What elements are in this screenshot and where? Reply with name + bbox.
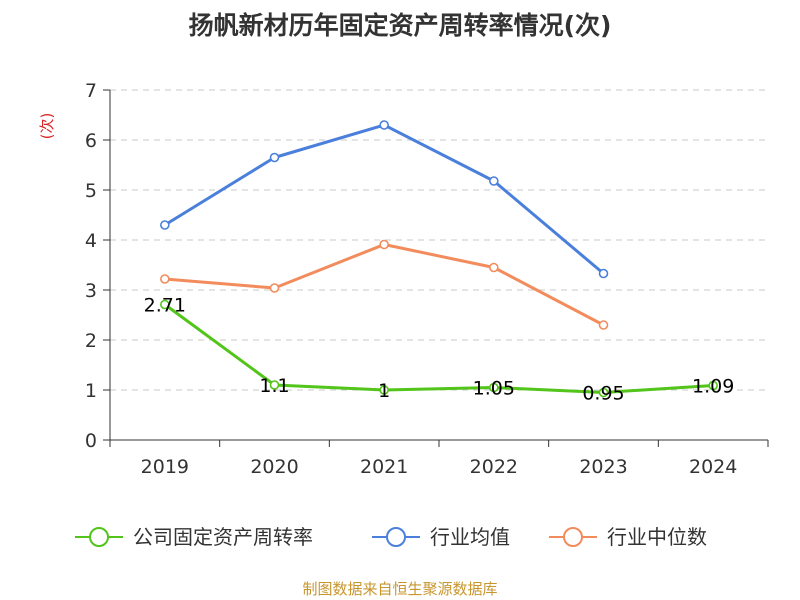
- data-point: [489, 262, 499, 273]
- data-point: [379, 120, 389, 130]
- data-labels: 2.71 1.1 1 1.05 0.95 1.09: [144, 295, 735, 405]
- legend-marker: [89, 527, 109, 547]
- data-point: [379, 239, 389, 250]
- data-point: [489, 176, 499, 186]
- series-line: [164, 243, 605, 327]
- source-note: 制图数据来自恒生聚源数据库: [302, 580, 498, 598]
- x-tick-label: 2024: [689, 456, 737, 478]
- y-tick-label: 3: [85, 280, 97, 302]
- data-label: 0.95: [582, 383, 624, 405]
- series-lines: [160, 120, 718, 398]
- data-point: [160, 220, 170, 230]
- x-tick-label: 2020: [250, 456, 298, 478]
- x-tick-label: 2021: [360, 456, 408, 478]
- data-point: [160, 299, 170, 310]
- y-tick-label: 6: [85, 130, 97, 152]
- data-label: 1.1: [259, 375, 289, 397]
- data-point: [160, 274, 170, 284]
- legend-label: 行业均值: [430, 525, 510, 549]
- data-point: [269, 380, 280, 390]
- legend: 公司固定资产周转率 行业均值 行业中位数: [75, 525, 707, 549]
- data-point: [598, 320, 609, 330]
- data-label: 1.05: [473, 378, 515, 400]
- axes: 0 1 2 3 4 5 6 7 (次) 2019 2020 2021 2022 2023 2024: [38, 80, 769, 478]
- y-tick-label: 7: [85, 80, 97, 102]
- data-label: 2.71: [144, 295, 186, 317]
- y-tick-label: 2: [85, 330, 97, 352]
- grid-lines: [110, 89, 768, 391]
- data-point: [708, 380, 718, 391]
- data-point: [269, 152, 280, 163]
- y-tick-label: 4: [85, 230, 97, 252]
- legend-label: 公司固定资产周转率: [133, 525, 313, 549]
- legend-marker: [386, 527, 406, 547]
- data-point: [598, 387, 609, 398]
- x-tick-label: 2022: [470, 456, 518, 478]
- y-axis-label: (次): [38, 113, 56, 140]
- legend-label: 行业中位数: [607, 525, 707, 549]
- series-line: [164, 123, 605, 275]
- chart-title: 扬帆新材历年固定资产周转率情况(次): [188, 11, 612, 40]
- x-tick-label: 2019: [141, 456, 189, 478]
- data-point: [489, 382, 499, 393]
- x-tick-label: 2023: [579, 456, 627, 478]
- data-point: [598, 268, 609, 279]
- y-tick-label: 1: [85, 380, 97, 402]
- data-label: 1.09: [692, 376, 734, 398]
- series-line: [163, 303, 714, 394]
- y-tick-label: 0: [85, 430, 97, 452]
- legend-marker: [563, 527, 583, 547]
- data-label: 1: [378, 380, 390, 402]
- y-tick-label: 5: [85, 180, 97, 202]
- data-point: [379, 385, 389, 395]
- data-point: [269, 283, 280, 293]
